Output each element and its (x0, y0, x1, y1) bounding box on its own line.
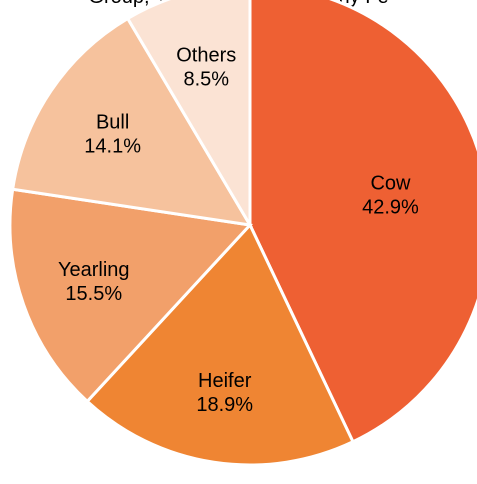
pie-value-cow: 42.9% (362, 196, 419, 218)
pie-slice-heifer (85, 222, 355, 467)
pie-value-yearling: 15.5% (65, 283, 122, 305)
pie-value-others: 8.5% (183, 68, 229, 90)
pie-value-heifer: 18.9% (196, 394, 253, 416)
pie-slices (8, 0, 477, 467)
pie-label-heifer: Heifer (198, 370, 252, 392)
pie-label-others: Others (176, 44, 236, 66)
pie-label-yearling: Yearling (58, 259, 130, 281)
pie-slice-bull (10, 16, 253, 227)
pie-slice-cow (248, 0, 477, 444)
pie-slice-yearling (8, 187, 254, 404)
pie-label-bull: Bull (96, 111, 129, 133)
pie-label-cow: Cow (370, 172, 411, 194)
pie-slice-others (125, 0, 252, 231)
pie-value-bull: 14.1% (84, 135, 141, 157)
